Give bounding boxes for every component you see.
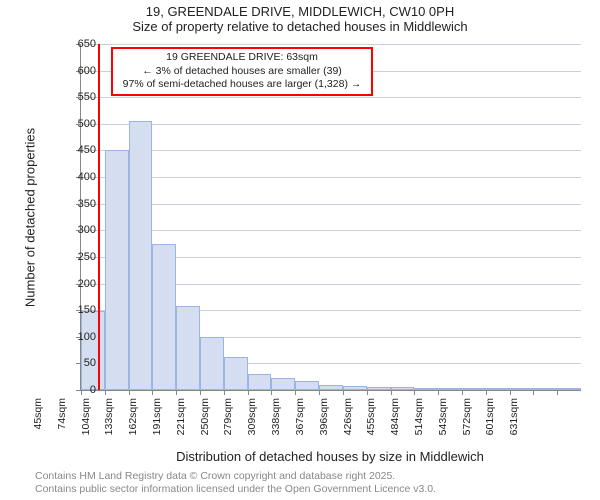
x-tick-mark [438,390,439,395]
y-tick-label: 550 [56,91,96,103]
plot-area: 19 GREENDALE DRIVE: 63sqm← 3% of detache… [80,44,581,391]
histogram-bar [414,388,438,390]
histogram-bar [129,121,153,390]
histogram-bar [248,374,272,390]
x-tick-mark [391,390,392,395]
histogram-bar [295,381,319,390]
histogram-bar [271,378,295,390]
y-axis-label: Number of detached properties [23,118,38,318]
y-tick-label: 150 [56,304,96,316]
histogram-bar [343,386,367,390]
annotation-line: ← 3% of detached houses are smaller (39) [119,65,365,79]
y-tick-label: 650 [56,38,96,50]
histogram-bar [319,385,343,390]
chart-footer: Contains HM Land Registry data © Crown c… [35,470,436,496]
y-tick-label: 0 [56,384,96,396]
grid-line [81,150,581,151]
x-tick-mark [200,390,201,395]
histogram-bar [81,311,105,390]
chart-title: 19, GREENDALE DRIVE, MIDDLEWICH, CW10 0P… [0,4,600,34]
histogram-bar [176,306,200,390]
histogram-bar [152,244,176,390]
y-tick-label: 50 [56,357,96,369]
histogram-bar [462,388,486,390]
title-line1: 19, GREENDALE DRIVE, MIDDLEWICH, CW10 0P… [0,4,600,19]
x-tick-label: 631sqm [508,398,600,435]
grid-line [81,177,581,178]
y-tick-label: 100 [56,331,96,343]
y-tick-label: 300 [56,224,96,236]
histogram-bar [510,388,534,390]
y-tick-label: 600 [56,65,96,77]
y-tick-label: 450 [56,144,96,156]
histogram-bar [105,150,129,390]
x-tick-mark [343,390,344,395]
property-marker-line [98,44,100,390]
title-line2: Size of property relative to detached ho… [0,19,600,34]
histogram-bar [224,357,248,390]
y-tick-label: 500 [56,118,96,130]
x-tick-mark [105,390,106,395]
x-tick-mark [271,390,272,395]
footer-line1: Contains HM Land Registry data © Crown c… [35,470,436,483]
y-tick-label: 250 [56,251,96,263]
grid-line [81,124,581,125]
x-tick-mark [414,390,415,395]
histogram-bar [438,388,462,390]
histogram-bar [367,387,391,390]
x-tick-mark [129,390,130,395]
x-tick-mark [557,390,558,395]
annotation-line: 19 GREENDALE DRIVE: 63sqm [119,51,365,65]
chart-container: 19, GREENDALE DRIVE, MIDDLEWICH, CW10 0P… [0,0,600,500]
x-tick-mark [295,390,296,395]
x-tick-mark [486,390,487,395]
histogram-bar [200,337,224,390]
x-tick-mark [462,390,463,395]
y-tick-label: 350 [56,198,96,210]
x-tick-mark [319,390,320,395]
y-tick-label: 400 [56,171,96,183]
x-tick-mark [367,390,368,395]
x-tick-mark [248,390,249,395]
x-tick-mark [510,390,511,395]
grid-line [81,204,581,205]
x-tick-mark [533,390,534,395]
y-tick-label: 200 [56,278,96,290]
histogram-bar [486,388,510,390]
annotation-box: 19 GREENDALE DRIVE: 63sqm← 3% of detache… [111,47,373,96]
grid-line [81,230,581,231]
histogram-bar [557,388,581,390]
footer-line2: Contains public sector information licen… [35,483,436,496]
histogram-bar [391,387,415,390]
x-axis-label: Distribution of detached houses by size … [80,449,580,464]
grid-line [81,44,581,45]
grid-line [81,97,581,98]
x-tick-mark [224,390,225,395]
x-tick-mark [152,390,153,395]
annotation-line: 97% of semi-detached houses are larger (… [119,78,365,92]
x-tick-mark [176,390,177,395]
histogram-bar [533,388,557,390]
